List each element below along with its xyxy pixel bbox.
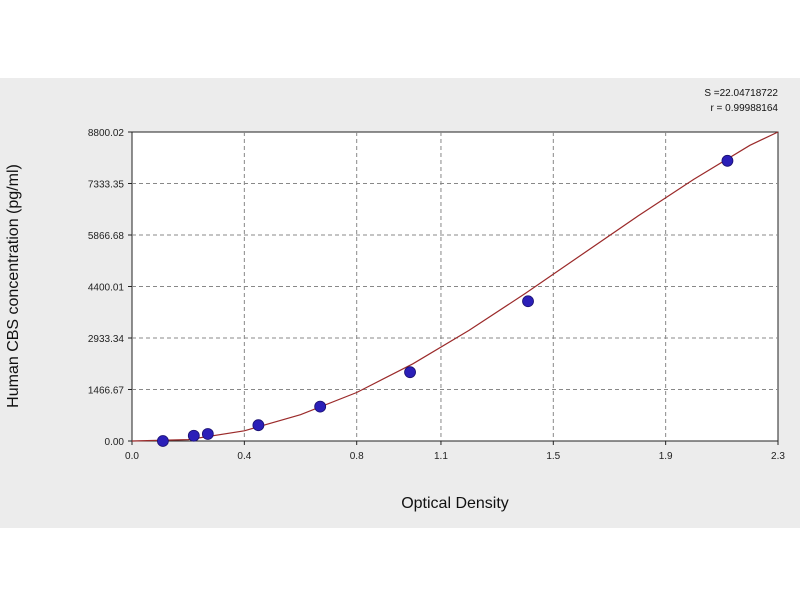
x-axis-title: Optical Density [401, 495, 509, 512]
data-point [156, 435, 169, 447]
y-tick-label: 0.00 [105, 437, 125, 448]
x-tick-label: 2.3 [771, 451, 785, 462]
grid-lines [132, 132, 778, 441]
data-points [156, 154, 734, 447]
y-tick-label: 5866.68 [88, 231, 125, 242]
y-tick-label: 4400.01 [88, 283, 125, 294]
data-point [314, 400, 327, 413]
data-point [187, 429, 200, 442]
x-axis-ticks: 0.0 0.4 0.8 1.1 1.5 1.9 2.3 [125, 441, 785, 462]
y-tick-label: 1466.67 [88, 386, 125, 397]
y-tick-label: 8800.02 [88, 128, 125, 139]
x-tick-label: 1.9 [659, 451, 673, 462]
data-point [201, 428, 214, 440]
x-tick-label: 0.4 [237, 451, 251, 462]
data-point [252, 419, 265, 432]
x-tick-label: 0.8 [350, 451, 364, 462]
data-point [522, 295, 534, 308]
x-tick-label: 0.0 [125, 451, 139, 462]
y-axis-ticks: 0.00 1466.67 2933.34 4400.01 5866.68 7333.35 8… [88, 128, 132, 448]
y-tick-label: 2933.34 [88, 334, 125, 345]
fit-statistic-s: S =22.04718722 [704, 88, 778, 99]
x-tick-label: 1.1 [434, 451, 448, 462]
fit-statistic-r: r = 0.99988164 [710, 103, 778, 114]
x-tick-label: 1.5 [546, 451, 560, 462]
y-tick-label: 7333.35 [88, 180, 125, 191]
y-axis-title: Human CBS concentration (pg/ml) [5, 164, 22, 408]
fit-curve-line [131, 131, 779, 442]
data-point [404, 366, 416, 379]
data-point [721, 154, 734, 167]
